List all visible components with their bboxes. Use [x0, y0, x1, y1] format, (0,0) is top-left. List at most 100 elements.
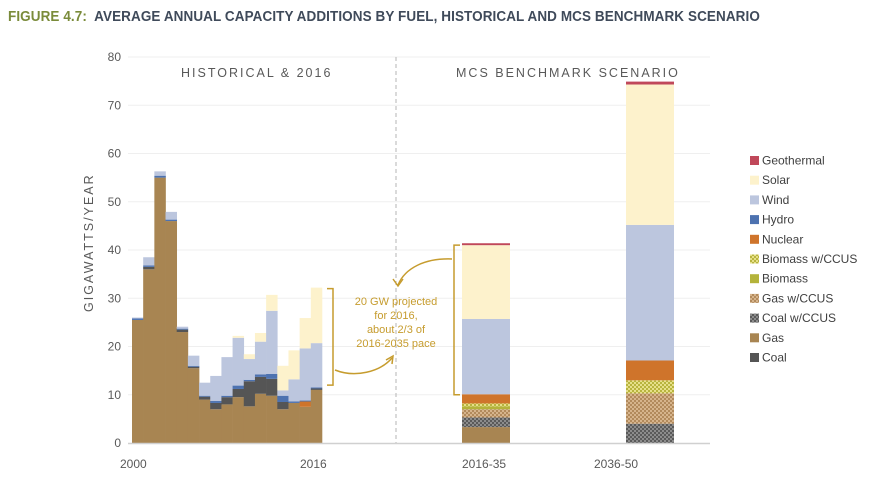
legend-swatch: [750, 175, 759, 185]
bar-segment-hydro: [187, 365, 200, 367]
bar-segment-solar: [266, 294, 278, 311]
bar-segment-coal: [176, 329, 189, 333]
bar-segment-hydro: [143, 265, 155, 267]
bar-segment-gas-w-ccus: [626, 393, 674, 424]
bar-segment-solar: [462, 245, 510, 319]
bar-segment-wind: [232, 337, 245, 386]
x-tick-label: 2016-35: [462, 457, 506, 471]
bar-segment-hydro: [243, 379, 256, 382]
y-tick-label: 30: [108, 291, 122, 305]
bar-segment-gas: [288, 402, 300, 443]
legend-item-biomass-w-ccus: Biomass w/CCUS: [750, 252, 857, 266]
legend-swatch: [750, 313, 759, 323]
bar-segment-wind: [299, 348, 312, 401]
bar-segment-wind: [199, 382, 211, 396]
y-tick-label: 70: [108, 98, 122, 112]
bar-segment-coal: [254, 376, 267, 394]
figure-title: FIGURE 4.7: AVERAGE ANNUAL CAPACITY ADDI…: [8, 9, 760, 25]
bar-2005: [187, 355, 200, 443]
bar-segment-wind: [210, 375, 222, 402]
legend-label: Biomass w/CCUS: [762, 252, 857, 266]
bar-segment-hydro: [165, 219, 178, 222]
bar-segment-solar: [243, 354, 256, 360]
bar-segment-gas-w-ccus: [462, 409, 510, 418]
bar-segment-wind: [143, 257, 155, 266]
bar-2016: [310, 287, 323, 443]
bar-segment-solar: [254, 332, 267, 342]
y-tick-label: 50: [108, 195, 122, 209]
bar-segment-wind: [254, 341, 267, 375]
arrowhead-icon: [385, 354, 394, 365]
legend-swatch: [750, 293, 759, 303]
bar-2000: [132, 317, 144, 443]
legend-label: Coal: [762, 351, 787, 365]
bar-segment-coal-w-ccus: [626, 423, 674, 443]
bar-segment-biomass: [462, 406, 510, 410]
figure-title-text: AVERAGE ANNUAL CAPACITY ADDITIONS BY FUE…: [94, 9, 760, 25]
legend-item-nuclear: Nuclear: [750, 232, 803, 246]
legend-swatch: [750, 274, 759, 284]
gridlines: [128, 56, 710, 396]
y-tick-label: 10: [108, 388, 122, 402]
legend-item-gas-w-ccus: Gas w/CCUS: [750, 291, 833, 305]
bar-segment-wind: [165, 211, 178, 220]
bar-2003: [165, 211, 178, 443]
bar-segment-coal: [277, 401, 289, 410]
y-tick-label: 80: [108, 50, 122, 64]
legend-swatch: [750, 156, 759, 165]
bar-segment-hydro: [199, 395, 211, 397]
bar-segment-wind: [266, 310, 278, 375]
legend-swatch: [750, 353, 759, 362]
bar-segment-nuclear: [626, 360, 674, 381]
bar-segment-coal: [199, 396, 211, 400]
bars: [132, 81, 674, 443]
bar-segment-gas: [187, 368, 200, 443]
arrow-to-scenario: [334, 357, 393, 375]
bar-2011: [254, 332, 267, 443]
annotation-text: about 2/3 of: [367, 324, 426, 336]
bar-segment-hydro: [132, 318, 144, 320]
bar-segment-gas: [254, 393, 267, 443]
y-tick-label: 60: [108, 147, 122, 161]
annotation-text: 20 GW projected: [355, 296, 438, 308]
bracket-2016: [327, 287, 334, 386]
bar-segment-hydro: [310, 387, 323, 389]
bar-segment-gas: [165, 221, 178, 443]
bar-segment-hydro: [254, 374, 267, 377]
legend-swatch: [750, 333, 759, 343]
bar-2016-35: [462, 243, 510, 443]
legend-item-geothermal: Geothermal: [750, 154, 825, 168]
bar-2014: [288, 350, 300, 443]
legend-item-gas: Gas: [750, 331, 784, 345]
bar-segment-hydro: [299, 400, 312, 402]
bar-segment-gas: [143, 269, 155, 443]
bar-segment-biomass-w-ccus: [462, 403, 510, 407]
bar-segment-coal: [221, 397, 233, 405]
legend-label: Geothermal: [762, 154, 825, 168]
arrow-to-annotation: [397, 258, 453, 286]
section-label-historical: HISTORICAL & 2016: [181, 66, 332, 80]
bar-2015: [299, 318, 312, 443]
legend: Geothermal Solar Wind Hydro Nuclear Biomass w…: [750, 154, 857, 365]
bar-segment-coal: [266, 378, 278, 396]
bar-2010: [243, 354, 256, 443]
bar-segment-solar: [232, 335, 245, 338]
legend-item-coal-w-ccus: Coal w/CCUS: [750, 311, 836, 325]
bar-2001: [143, 257, 155, 443]
legend-label: Coal w/CCUS: [762, 311, 836, 325]
bar-segment-gas: [199, 399, 211, 443]
bar-segment-hydro: [176, 328, 189, 330]
bar-segment-gas: [277, 409, 289, 443]
bar-2008: [221, 357, 233, 443]
legend-label: Hydro: [762, 213, 794, 227]
bar-segment-coal: [310, 388, 323, 390]
bar-segment-wind: [176, 326, 189, 329]
bar-segment-gas: [243, 406, 256, 443]
x-tick-label: 2000: [120, 457, 147, 471]
annotation: 20 GW projected for 2016, about 2/3 of 2016…: [327, 244, 460, 396]
legend-item-wind: Wind: [750, 193, 789, 207]
figure-number: FIGURE 4.7:: [8, 9, 87, 25]
bar-segment-wind: [277, 390, 289, 396]
bar-segment-gas: [154, 177, 166, 443]
